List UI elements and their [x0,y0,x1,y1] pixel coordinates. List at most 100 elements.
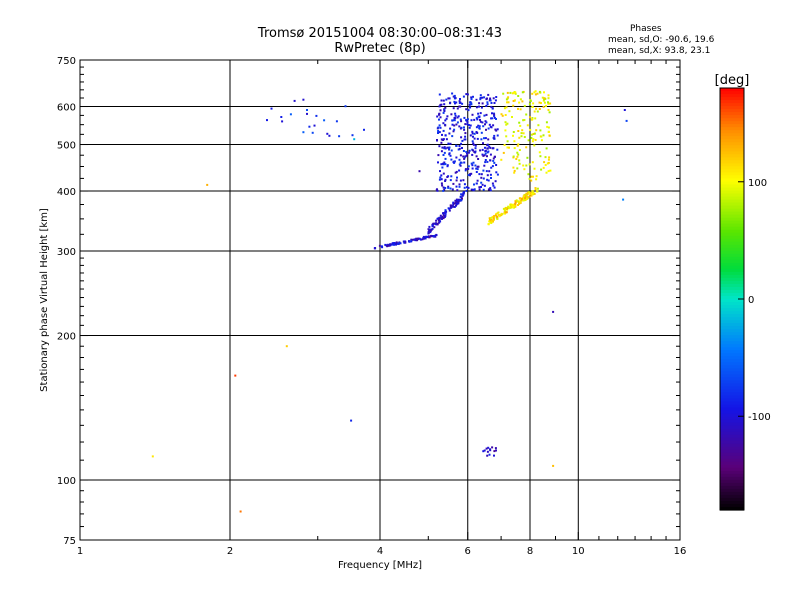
data-point [472,135,474,138]
data-point [458,185,461,188]
data-point [514,203,517,205]
data-point [500,113,503,116]
data-point [494,99,497,102]
data-point [492,157,495,160]
data-point [315,114,318,117]
data-point [440,150,443,153]
data-point [479,94,482,97]
data-point [492,159,495,162]
y-tick-label: 500 [57,141,76,152]
colorbar-segment [720,500,744,505]
data-point [437,130,440,132]
data-point [408,240,411,243]
colorbar-segment [720,464,744,469]
colorbar-segment [720,422,744,427]
data-point [531,118,534,121]
colorbar-segment [720,286,744,291]
data-point [473,150,476,153]
data-point [493,186,496,189]
info-title: Phases [630,24,662,34]
data-point [488,220,491,223]
data-point [514,200,517,202]
data-point [239,510,242,513]
data-point [479,98,482,101]
data-point [490,222,493,224]
data-point [442,154,445,156]
data-point [485,170,488,173]
data-point [442,172,445,175]
data-point [493,215,496,217]
data-point [484,120,487,123]
x-tick-label: 2 [227,546,233,557]
data-point [458,163,461,166]
data-point [473,188,476,191]
data-point [289,113,292,116]
data-point [438,118,440,121]
data-point [465,108,468,111]
data-point [438,131,441,134]
colorbar-segment [720,148,744,152]
colorbar-segment [720,202,744,207]
data-point [549,169,552,172]
data-point [524,195,527,198]
colorbar-segment [720,365,744,369]
data-point [522,195,525,198]
colorbar-segment [720,133,744,137]
data-point [478,186,481,189]
colorbar-segment [720,308,744,312]
data-point [453,205,456,208]
data-point [439,170,441,173]
data-point [443,151,446,154]
data-point [467,174,470,176]
data-point [529,116,531,119]
data-point [496,134,499,137]
data-point [490,126,493,129]
colorbar-segment [720,476,744,481]
data-point [480,106,483,109]
data-point [475,155,478,158]
data-point [489,146,492,149]
data-point [530,194,533,197]
data-point [487,179,490,182]
data-point [547,131,550,133]
data-point [504,121,507,124]
data-point [491,117,494,120]
data-point [514,204,517,207]
data-point [495,96,498,98]
data-point [517,153,520,156]
data-point [281,120,284,123]
data-point [520,199,523,202]
data-point [473,137,476,140]
data-point [438,93,441,96]
data-point [506,101,508,104]
data-point [484,161,487,164]
data-point [489,448,491,451]
data-point [444,147,447,150]
data-point [266,119,268,122]
data-point [438,221,441,224]
data-point [481,121,484,124]
data-point [480,138,483,141]
data-point [335,120,338,123]
data-point [534,188,537,191]
colorbar-segment [720,440,744,445]
data-point [505,135,508,138]
data-point [479,96,482,99]
data-point [540,168,543,171]
data-point [443,216,446,218]
data-point [431,224,434,227]
data-point [547,102,550,105]
data-point [450,113,453,116]
colorbar-segment [720,196,744,201]
data-point [486,103,489,106]
colorbar-segment [720,374,744,378]
data-point [393,242,396,244]
data-point [456,176,458,179]
data-point [484,123,486,126]
data-point [519,200,522,202]
data-point [484,146,486,149]
data-point [539,91,542,94]
data-point [443,188,446,191]
data-point [393,243,395,246]
data-point [429,231,432,234]
